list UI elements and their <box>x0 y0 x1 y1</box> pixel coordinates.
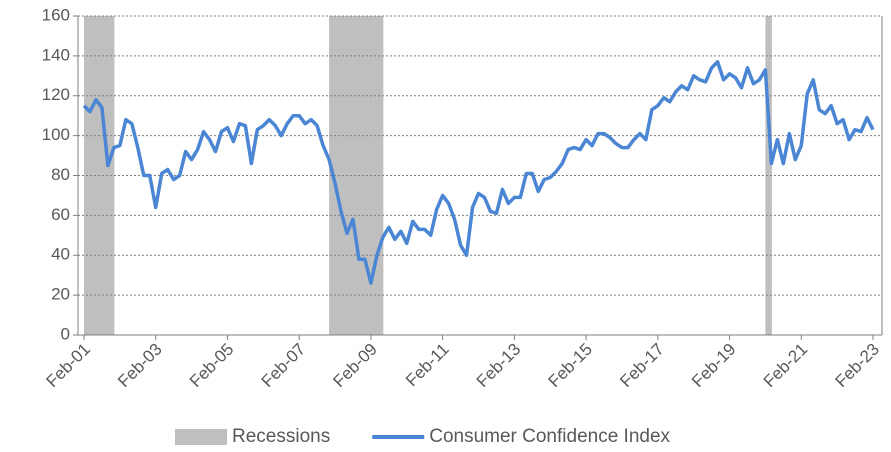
x-tick-label: Feb-03 <box>114 340 166 392</box>
recession-bar <box>89 16 97 335</box>
x-tick-label: Feb-11 <box>402 340 453 391</box>
recession-bar <box>364 16 372 335</box>
recession-bar <box>765 16 772 335</box>
legend-label: Consumer Confidence Index <box>429 426 670 447</box>
recession-bar <box>376 16 384 335</box>
x-tick-label: Feb-15 <box>545 340 597 392</box>
y-tick-label: 160 <box>42 5 70 24</box>
x-tick-label: Feb-05 <box>186 340 238 392</box>
x-tick-label: Feb-09 <box>329 340 381 392</box>
index-line <box>82 60 875 285</box>
legend-swatch <box>175 429 227 445</box>
y-tick-label: 0 <box>61 324 70 343</box>
recession-bar <box>352 16 360 335</box>
x-tick-label: Feb-19 <box>688 340 740 392</box>
recession-bar <box>101 16 109 335</box>
x-tick-label: Feb-07 <box>258 340 310 392</box>
y-tick-label: 120 <box>42 85 70 104</box>
y-tick-label: 80 <box>51 165 70 184</box>
y-tick-label: 60 <box>51 205 70 224</box>
y-tick-label: 100 <box>42 125 70 144</box>
y-tick-label: 20 <box>51 285 70 304</box>
x-tick-label: Feb-01 <box>42 340 94 392</box>
y-tick-label: 40 <box>51 245 70 264</box>
recession-bar <box>341 16 348 335</box>
legend-label: Recessions <box>232 426 330 447</box>
y-tick-label: 140 <box>42 45 70 64</box>
x-tick-label: Feb-13 <box>473 340 525 392</box>
legend: Recessions Consumer Confidence Index <box>175 426 671 447</box>
x-tick-label: Feb-17 <box>616 340 668 392</box>
x-tick-label: Feb-21 <box>760 340 812 392</box>
x-tick-label: Feb-23 <box>831 340 883 392</box>
